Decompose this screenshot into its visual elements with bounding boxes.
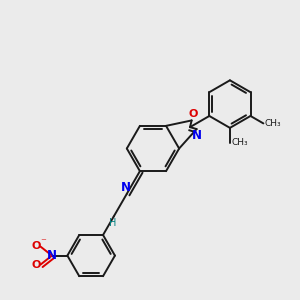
Text: N: N: [47, 249, 57, 262]
Text: O: O: [32, 260, 41, 270]
Text: N: N: [121, 182, 131, 194]
Text: CH₃: CH₃: [265, 119, 281, 128]
Text: CH₃: CH₃: [231, 138, 248, 147]
Text: O: O: [32, 241, 41, 251]
Text: O: O: [188, 109, 198, 119]
Text: ⁻: ⁻: [40, 237, 46, 247]
Text: H: H: [110, 218, 117, 228]
Text: N: N: [192, 129, 202, 142]
